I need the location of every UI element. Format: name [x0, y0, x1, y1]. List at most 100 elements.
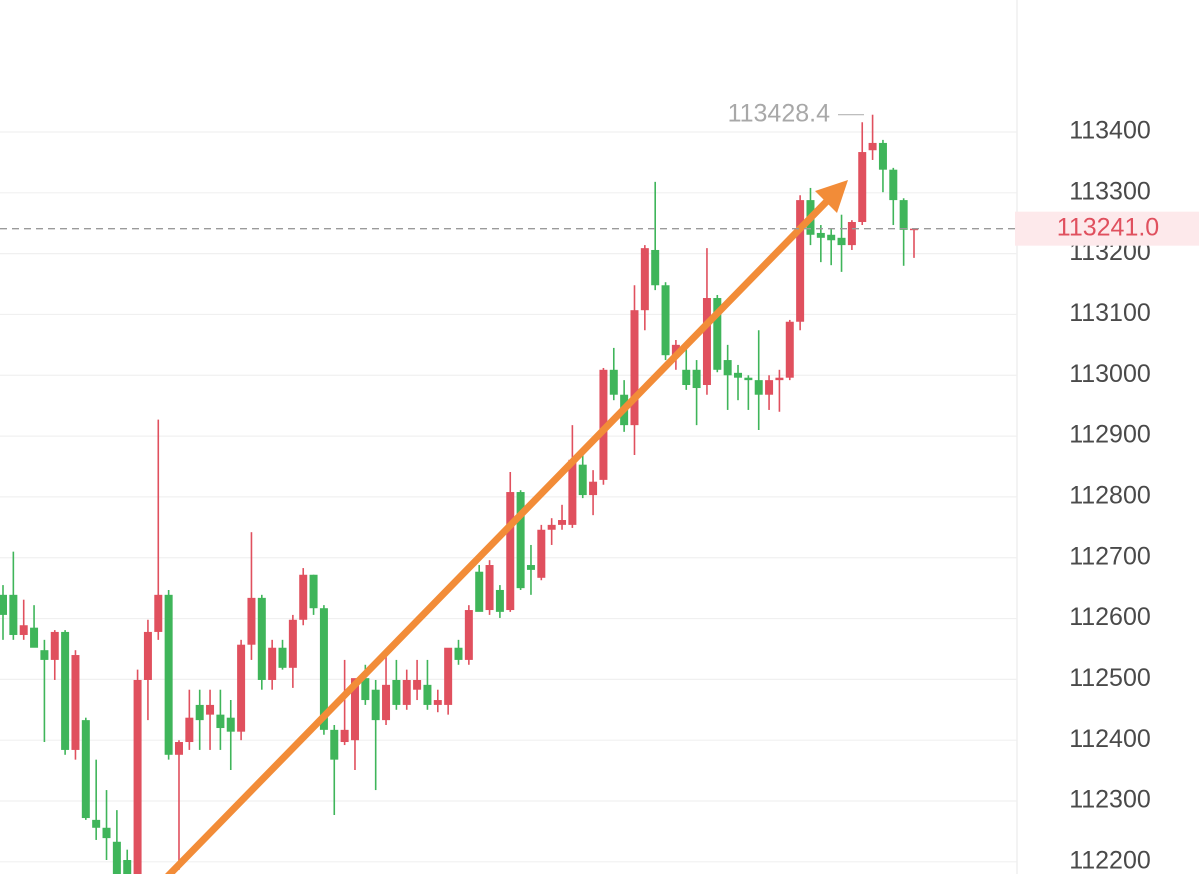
candle-body — [350, 678, 359, 741]
candle-body — [112, 841, 121, 874]
candle-body — [868, 142, 877, 151]
y-tick-label: 112300 — [1069, 786, 1151, 814]
candle-body — [174, 742, 183, 755]
y-tick-label: 113400 — [1069, 117, 1151, 145]
candle-body — [164, 594, 173, 755]
candle-body — [516, 492, 525, 589]
y-tick-label: 113100 — [1069, 299, 1151, 327]
y-tick-label: 112500 — [1069, 664, 1151, 692]
y-tick-label: 112700 — [1069, 542, 1151, 570]
candle-body — [216, 714, 225, 729]
candle-body — [702, 298, 711, 385]
candle-body — [754, 380, 763, 395]
candle-body — [361, 678, 370, 701]
candle-body — [9, 594, 18, 635]
candle-body — [154, 594, 163, 632]
candle-body — [775, 377, 784, 381]
last-price-box — [1015, 211, 1199, 246]
candle-body — [568, 459, 577, 525]
candle-body — [495, 589, 504, 612]
candle-body — [671, 344, 680, 356]
candle-body — [454, 647, 463, 660]
candle-body — [226, 717, 235, 732]
candle-body — [444, 647, 453, 705]
candle-body — [910, 228, 918, 231]
candle-body — [723, 360, 732, 376]
candle-body — [506, 492, 515, 611]
candle-body — [61, 631, 70, 750]
candle-body — [837, 237, 846, 246]
candle-body — [330, 729, 339, 760]
y-tick-label: 112200 — [1069, 846, 1151, 874]
candle-body — [392, 679, 401, 705]
candle-body — [889, 169, 898, 201]
candles — [0, 114, 918, 874]
y-tick-label: 113000 — [1069, 360, 1151, 388]
candle-body — [433, 700, 442, 705]
last-price-label: 113241.0 — [1057, 213, 1159, 241]
candle-body — [299, 574, 308, 620]
candle-body — [578, 464, 587, 496]
y-tick-label: 112800 — [1069, 482, 1151, 510]
candle-body — [40, 650, 49, 660]
y-tick-label: 112600 — [1069, 603, 1151, 631]
candle-body — [319, 608, 328, 730]
candle-body — [899, 200, 908, 230]
candle-body — [257, 597, 266, 680]
candle-body — [858, 152, 867, 222]
candle-body — [765, 380, 774, 395]
candle-body — [19, 625, 28, 635]
candle-body — [816, 232, 825, 238]
candle-body — [195, 704, 204, 721]
candle-body — [464, 610, 473, 660]
candle-body — [423, 684, 432, 705]
candle-body — [123, 860, 132, 874]
candle-body — [661, 285, 670, 356]
candle-body — [288, 619, 297, 668]
candle-body — [599, 369, 608, 480]
candle-body — [692, 369, 701, 389]
candle-body — [630, 310, 639, 426]
candle-body — [371, 689, 380, 721]
trend-arrow — [165, 180, 848, 874]
candle-body — [0, 594, 7, 615]
arrow-head — [815, 180, 848, 213]
candle-body — [847, 221, 856, 246]
candle-body — [382, 684, 391, 721]
candle-body — [81, 720, 90, 819]
candle-body — [827, 234, 836, 241]
candle-body — [640, 248, 649, 311]
candle-body — [413, 679, 422, 690]
candle-body — [475, 571, 484, 612]
overlay: 113428.4 113241.0 — [0, 99, 1199, 246]
candle-body — [278, 647, 287, 668]
candle-body — [92, 819, 101, 828]
candle-body — [878, 142, 887, 170]
candle-body — [744, 377, 753, 381]
candle-body — [143, 631, 152, 680]
candle-body — [589, 481, 598, 496]
candle-body — [682, 369, 691, 385]
arrow-shaft — [165, 194, 834, 874]
candle-body — [558, 520, 567, 525]
candle-body — [402, 679, 411, 705]
candle-body — [537, 529, 546, 578]
candle-body — [340, 729, 349, 743]
candle-body — [268, 647, 277, 680]
candle-body — [785, 321, 794, 378]
candle-body — [206, 704, 215, 715]
max-label: 113428.4 — [728, 99, 831, 127]
candle-body — [609, 369, 618, 395]
candle-body — [547, 524, 556, 530]
y-tick-label: 113300 — [1069, 177, 1151, 205]
candle-body — [102, 827, 111, 839]
y-tick-label: 112900 — [1069, 421, 1151, 449]
candle-body — [309, 574, 318, 609]
candle-body — [30, 627, 39, 648]
candle-body — [651, 249, 660, 286]
candle-body — [713, 298, 722, 370]
candle-body — [185, 717, 194, 743]
candle-body — [133, 679, 142, 874]
candle-body — [71, 655, 80, 750]
